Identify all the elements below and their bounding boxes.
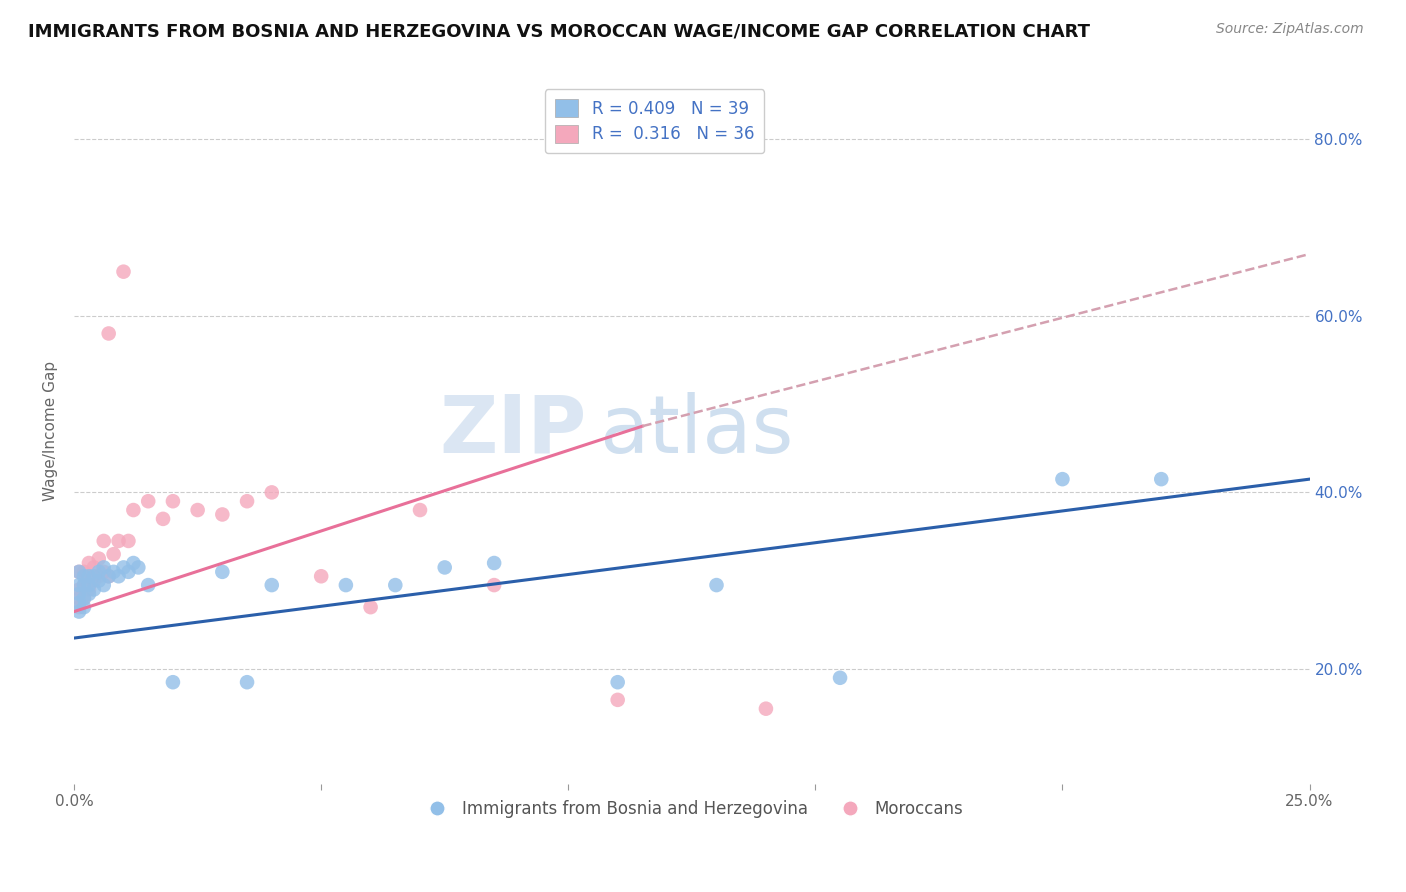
Point xyxy=(97,569,120,583)
Point xyxy=(67,565,90,579)
Point xyxy=(67,600,90,615)
Point xyxy=(1052,472,1074,486)
Point xyxy=(360,600,382,615)
Point xyxy=(73,591,96,606)
Point xyxy=(83,569,105,583)
Point xyxy=(112,560,135,574)
Point xyxy=(77,578,100,592)
Point xyxy=(211,565,233,579)
Legend: Immigrants from Bosnia and Herzegovina, Moroccans: Immigrants from Bosnia and Herzegovina, … xyxy=(413,794,970,825)
Point xyxy=(117,565,139,579)
Point xyxy=(384,578,406,592)
Point xyxy=(67,578,90,592)
Point xyxy=(67,596,90,610)
Point xyxy=(117,533,139,548)
Point xyxy=(122,503,145,517)
Point xyxy=(112,265,135,279)
Point xyxy=(755,701,778,715)
Point xyxy=(67,591,90,606)
Point xyxy=(482,556,505,570)
Point xyxy=(93,560,115,574)
Point xyxy=(93,533,115,548)
Text: IMMIGRANTS FROM BOSNIA AND HERZEGOVINA VS MOROCCAN WAGE/INCOME GAP CORRELATION C: IMMIGRANTS FROM BOSNIA AND HERZEGOVINA V… xyxy=(28,22,1090,40)
Point xyxy=(1150,472,1173,486)
Point xyxy=(73,578,96,592)
Point xyxy=(260,485,283,500)
Point xyxy=(83,560,105,574)
Point xyxy=(433,560,456,574)
Point xyxy=(107,533,129,548)
Point xyxy=(67,605,90,619)
Point xyxy=(77,582,100,597)
Point xyxy=(67,582,90,597)
Point xyxy=(162,494,184,508)
Point xyxy=(73,569,96,583)
Point xyxy=(136,578,159,592)
Point xyxy=(127,560,149,574)
Point xyxy=(97,569,120,583)
Text: ZIP: ZIP xyxy=(440,392,586,469)
Point xyxy=(77,569,100,583)
Point xyxy=(606,693,628,707)
Point xyxy=(73,600,96,615)
Point xyxy=(87,565,110,579)
Point xyxy=(136,494,159,508)
Point xyxy=(152,512,174,526)
Point xyxy=(73,578,96,592)
Point xyxy=(706,578,728,592)
Point xyxy=(482,578,505,592)
Point xyxy=(107,569,129,583)
Point xyxy=(93,578,115,592)
Point xyxy=(87,551,110,566)
Point xyxy=(409,503,432,517)
Point xyxy=(103,547,125,561)
Text: Source: ZipAtlas.com: Source: ZipAtlas.com xyxy=(1216,22,1364,37)
Point xyxy=(122,556,145,570)
Point xyxy=(67,587,90,601)
Point xyxy=(236,675,259,690)
Point xyxy=(828,671,851,685)
Point xyxy=(77,587,100,601)
Point xyxy=(83,574,105,588)
Point xyxy=(83,582,105,597)
Point xyxy=(77,556,100,570)
Y-axis label: Wage/Income Gap: Wage/Income Gap xyxy=(44,360,58,500)
Point xyxy=(187,503,209,517)
Point xyxy=(73,591,96,606)
Point xyxy=(73,565,96,579)
Point xyxy=(260,578,283,592)
Point xyxy=(87,574,110,588)
Point xyxy=(606,675,628,690)
Point xyxy=(93,565,115,579)
Point xyxy=(67,565,90,579)
Point xyxy=(309,569,332,583)
Point xyxy=(211,508,233,522)
Point xyxy=(103,565,125,579)
Point xyxy=(236,494,259,508)
Point xyxy=(335,578,357,592)
Text: atlas: atlas xyxy=(599,392,793,469)
Point xyxy=(77,569,100,583)
Point xyxy=(162,675,184,690)
Point xyxy=(97,326,120,341)
Point xyxy=(87,569,110,583)
